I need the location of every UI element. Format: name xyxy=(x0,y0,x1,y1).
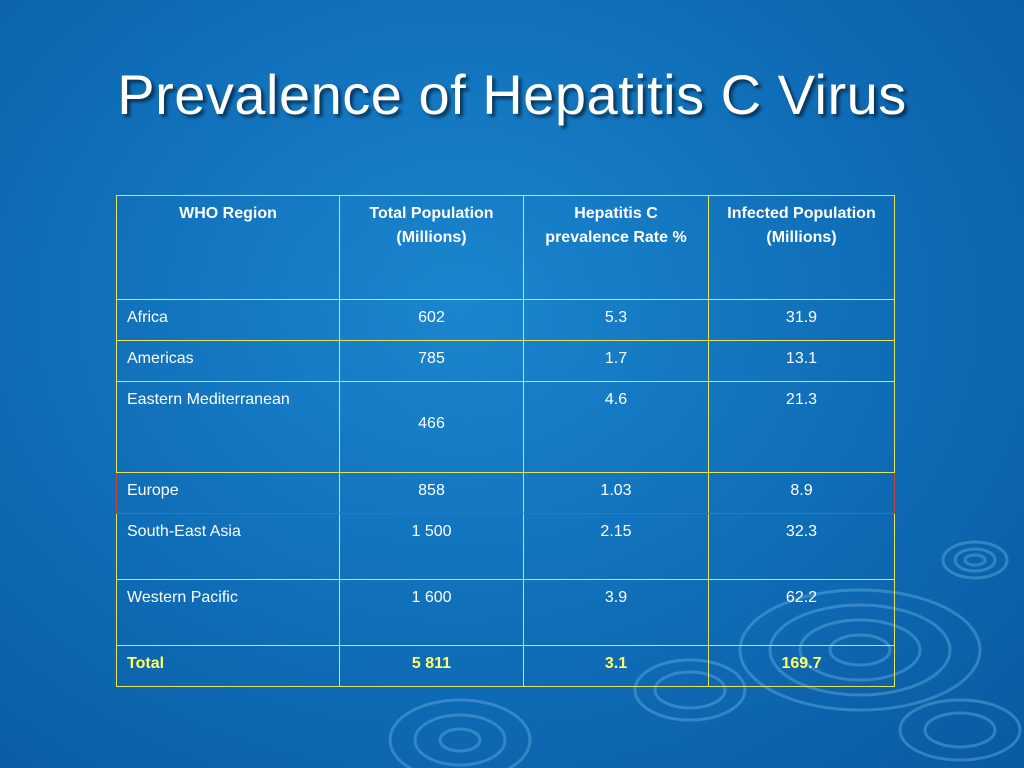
hepatitis-c-table: WHO Region Total Population (Millions) H… xyxy=(116,195,895,687)
table-row: South-East Asia 1 500 2.15 32.3 xyxy=(116,513,895,580)
total-population-cell: 5 811 xyxy=(339,645,524,687)
total-label-cell: Total xyxy=(116,645,340,687)
table-row: Africa 602 5.3 31.9 xyxy=(116,299,895,341)
header-prevalence-rate: Hepatitis C prevalence Rate % xyxy=(523,195,709,300)
rate-cell: 1.7 xyxy=(523,340,709,382)
infected-cell: 31.9 xyxy=(708,299,895,341)
table-row: Western Pacific 1 600 3.9 62.2 xyxy=(116,579,895,646)
infected-cell: 62.2 xyxy=(708,579,895,646)
table-row: Eastern Mediterranean 466 4.6 21.3 xyxy=(116,381,895,473)
rate-cell: 5.3 xyxy=(523,299,709,341)
rate-cell: 1.03 xyxy=(523,472,709,514)
region-cell: Western Pacific xyxy=(116,579,340,646)
total-infected-cell: 169.7 xyxy=(708,645,895,687)
region-cell: Europe xyxy=(116,472,340,514)
total-rate-cell: 3.1 xyxy=(523,645,709,687)
population-cell: 785 xyxy=(339,340,524,382)
infected-cell: 8.9 xyxy=(708,472,895,514)
population-cell: 466 xyxy=(339,381,524,473)
population-cell: 858 xyxy=(339,472,524,514)
header-who-region: WHO Region xyxy=(116,195,340,300)
rate-cell: 3.9 xyxy=(523,579,709,646)
slide-title: Prevalence of Hepatitis C Virus xyxy=(117,63,907,126)
rate-cell: 4.6 xyxy=(523,381,709,473)
header-infected-population: Infected Population (Millions) xyxy=(708,195,895,300)
table-row: Americas 785 1.7 13.1 xyxy=(116,340,895,382)
infected-cell: 13.1 xyxy=(708,340,895,382)
population-cell: 1 600 xyxy=(339,579,524,646)
region-cell: Americas xyxy=(116,340,340,382)
region-cell: Africa xyxy=(116,299,340,341)
region-cell: Eastern Mediterranean xyxy=(116,381,340,473)
table-header-row: WHO Region Total Population (Millions) H… xyxy=(116,195,895,300)
infected-cell: 32.3 xyxy=(708,513,895,580)
region-cell: South-East Asia xyxy=(116,513,340,580)
header-total-population: Total Population (Millions) xyxy=(339,195,524,300)
population-cell: 1 500 xyxy=(339,513,524,580)
infected-cell: 21.3 xyxy=(708,381,895,473)
table-row-highlighted: Europe 858 1.03 8.9 xyxy=(116,472,895,514)
rate-cell: 2.15 xyxy=(523,513,709,580)
population-cell: 602 xyxy=(339,299,524,341)
table-total-row: Total 5 811 3.1 169.7 xyxy=(116,645,895,687)
population-value: 466 xyxy=(418,415,445,432)
